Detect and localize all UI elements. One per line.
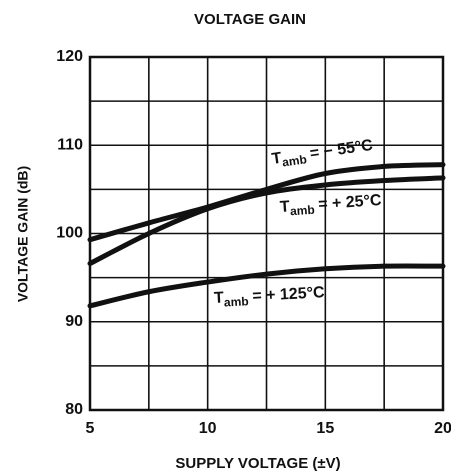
- label-rest: = + 125°C: [252, 284, 325, 305]
- y-tick-label: 80: [65, 401, 83, 418]
- series-label: Tamb = + 125°C: [214, 284, 326, 310]
- x-tick-label: 5: [86, 420, 95, 437]
- x-tick-label: 20: [434, 420, 451, 437]
- label-main: T: [214, 290, 225, 308]
- y-tick-label: 120: [56, 48, 83, 65]
- label-sub: amb: [281, 152, 307, 169]
- label-sub: amb: [290, 203, 316, 219]
- label-sub: amb: [224, 294, 249, 309]
- label-rest: = − 55°C: [309, 137, 375, 163]
- y-tick-label: 100: [56, 225, 83, 242]
- label-main: T: [271, 150, 283, 168]
- data-line: [87, 162, 446, 243]
- data-line: [87, 175, 446, 267]
- y-axis-label: VOLTAGE GAIN (dB): [15, 166, 31, 302]
- y-tick-label: 110: [57, 136, 83, 153]
- x-axis-label: SUPPLY VOLTAGE (±V): [175, 455, 340, 472]
- y-tick-label: 90: [65, 313, 83, 330]
- plot-frame: [88, 55, 445, 412]
- x-tick-label: 15: [316, 420, 334, 437]
- series-label: Tamb= − 55°C: [271, 137, 375, 171]
- label-main: T: [279, 199, 290, 217]
- series-label: Tamb = + 25°C: [279, 192, 382, 219]
- chart-title: VOLTAGE GAIN: [194, 11, 306, 28]
- data-line: [87, 263, 446, 309]
- x-tick-label: 10: [199, 420, 217, 437]
- label-rest: = + 25°C: [318, 192, 383, 213]
